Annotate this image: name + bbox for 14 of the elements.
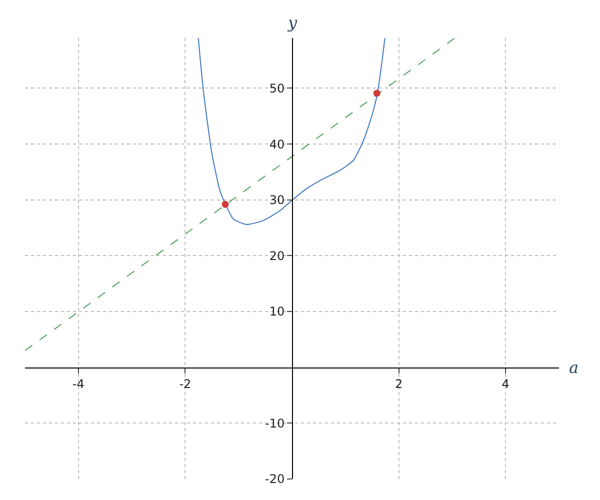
x-tick-label: 2	[394, 376, 403, 391]
x-axis-title: a	[569, 358, 579, 377]
x-tick-label: 4	[502, 376, 510, 391]
x-tick-label: -2	[179, 376, 192, 391]
y-tick-label: 20	[269, 248, 285, 263]
y-tick-label: -10	[264, 416, 285, 430]
y-tick-label: 10	[269, 304, 285, 319]
x-tick-label: -4	[72, 376, 84, 391]
line-series	[198, 38, 386, 225]
y-tick-label: -20	[264, 472, 285, 486]
y-tick-label: 40	[269, 137, 285, 152]
y-tick-label: 30	[269, 193, 285, 208]
y-tick-label: 50	[269, 81, 285, 96]
y-axis-title: y	[287, 13, 298, 32]
